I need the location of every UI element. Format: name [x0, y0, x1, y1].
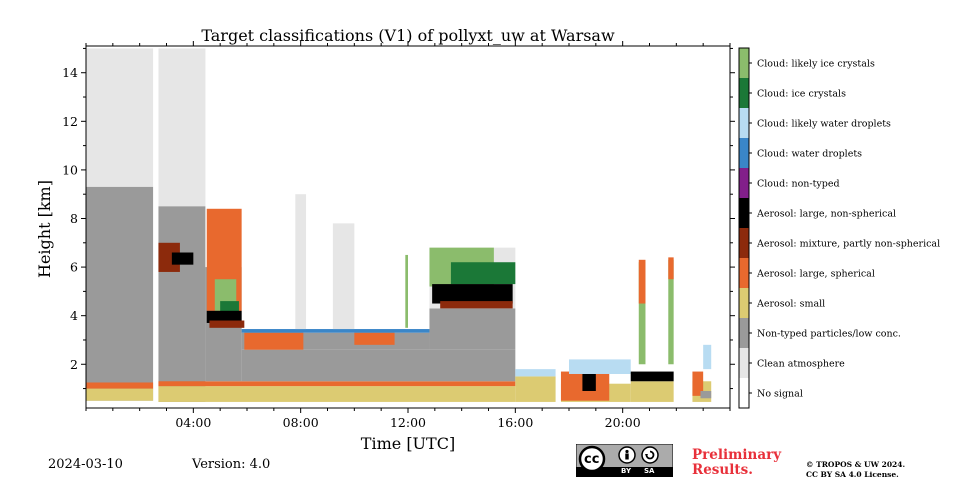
- class-region-38: [638, 262, 646, 365]
- class-region-36: [630, 381, 674, 402]
- preliminary-results-note: Preliminary Results.: [692, 448, 781, 478]
- version-label: Version: 4.0: [192, 457, 271, 472]
- class-region-41: [668, 257, 674, 280]
- cc-license-badge: cc BY SA: [575, 443, 674, 478]
- x-tick-label: 16:00: [497, 415, 533, 430]
- class-region-7: [158, 381, 516, 387]
- legend-label: Cloud: ice crystals: [757, 89, 846, 100]
- legend-swatch: [739, 78, 749, 108]
- class-region-16: [241, 349, 516, 382]
- y-tick-label: 12: [62, 114, 78, 129]
- legend-label: Aerosol: mixture, partly non-spherical: [756, 239, 940, 250]
- class-region-22: [295, 194, 307, 330]
- x-tick-label: 08:00: [283, 415, 319, 430]
- legend-swatch: [739, 168, 749, 198]
- copyright-note: © TROPOS & UW 2024. CC BY SA 4.0 License…: [806, 460, 905, 480]
- y-tick-label: 10: [62, 162, 78, 177]
- class-region-35: [569, 359, 631, 374]
- class-region-27: [432, 284, 513, 304]
- legend-label: Aerosol: large, spherical: [756, 269, 875, 280]
- y-tick-label: 8: [70, 211, 78, 226]
- legend-label: Aerosol: large, non-spherical: [756, 209, 896, 220]
- x-tick-label: 04:00: [175, 415, 211, 430]
- y-tick-label: 6: [70, 260, 78, 275]
- legend-swatch: [739, 288, 749, 318]
- class-region-28: [440, 301, 513, 309]
- class-region-5: [158, 206, 206, 402]
- y-axis-label: Height [km]: [35, 180, 54, 278]
- class-region-30: [515, 376, 556, 402]
- legend-label: No signal: [757, 389, 803, 400]
- class-region-31: [515, 369, 556, 377]
- x-axis: 04:00 08:00 12:00 16:00 20:00: [85, 41, 731, 430]
- class-region-4: [158, 48, 206, 207]
- x-axis-label: Time [UTC]: [361, 434, 455, 453]
- y-tick-label: 2: [70, 357, 78, 372]
- legend-swatch: [739, 258, 749, 288]
- legend-swatch: [739, 138, 749, 168]
- preliminary-line-1: Preliminary: [692, 447, 782, 463]
- class-region-23: [429, 308, 516, 350]
- legend-label: Aerosol: small: [756, 299, 825, 310]
- class-region-19: [354, 332, 395, 345]
- legend-label: Clean atmosphere: [757, 359, 845, 370]
- copyright-line-1: © TROPOS & UW 2024.: [806, 460, 906, 469]
- legend-label: Non-typed particles/low conc.: [757, 329, 901, 340]
- class-region-34: [582, 373, 596, 391]
- x-tick-label: 12:00: [390, 415, 426, 430]
- class-region-1: [86, 186, 154, 401]
- plot-area: [85, 45, 731, 409]
- y-tick-label: 14: [62, 65, 78, 80]
- legend-label: Cloud: likely water droplets: [757, 119, 891, 130]
- class-region-6: [158, 386, 516, 402]
- legend-label: Cloud: non-typed: [757, 179, 840, 190]
- sa-text: SA: [644, 467, 655, 475]
- class-region-0: [86, 48, 154, 187]
- cc-text: cc: [584, 452, 600, 467]
- class-region-44: [700, 390, 712, 399]
- class-region-40: [668, 259, 674, 365]
- class-region-45: [703, 344, 712, 370]
- class-region-15: [209, 320, 245, 328]
- legend-swatch: [739, 48, 749, 78]
- preliminary-line-2: Results.: [692, 462, 753, 478]
- legend-label: Cloud: likely ice crystals: [757, 59, 875, 70]
- legend-swatch: [739, 318, 749, 348]
- class-region-37: [630, 371, 674, 382]
- legend-frame: [738, 47, 750, 409]
- legend-swatch: [739, 228, 749, 258]
- y-axis: 2 4 6 8 10 12 14: [62, 47, 735, 390]
- class-region-39: [638, 259, 646, 304]
- legend-swatch: [739, 378, 749, 408]
- class-region-18: [244, 332, 304, 350]
- class-region-2: [86, 388, 154, 401]
- class-region-21: [332, 223, 355, 330]
- class-region-43: [692, 371, 704, 396]
- by-text: BY: [621, 467, 632, 475]
- y-tick-label: 4: [70, 308, 78, 323]
- legend-swatch: [739, 348, 749, 378]
- chart-title: Target classifications (V1) of pollyxt_u…: [201, 26, 615, 45]
- measurement-date: 2024-03-10: [48, 457, 123, 472]
- class-region-29: [405, 254, 408, 328]
- legend-label: Cloud: water droplets: [757, 149, 862, 160]
- class-region-20: [241, 329, 430, 333]
- copyright-line-2: CC BY SA 4.0 License.: [806, 470, 899, 479]
- cc-by-sa-icon: [575, 443, 674, 478]
- x-tick-label: 20:00: [605, 415, 641, 430]
- class-region-9: [171, 252, 194, 265]
- colorbar-legend: No signal Clean atmosphere Non-typed parti…: [738, 47, 940, 409]
- class-region-26: [450, 262, 516, 285]
- legend-swatch: [739, 198, 749, 228]
- legend-swatch: [739, 108, 749, 138]
- class-region-3: [86, 382, 154, 389]
- class-region-14: [206, 310, 242, 323]
